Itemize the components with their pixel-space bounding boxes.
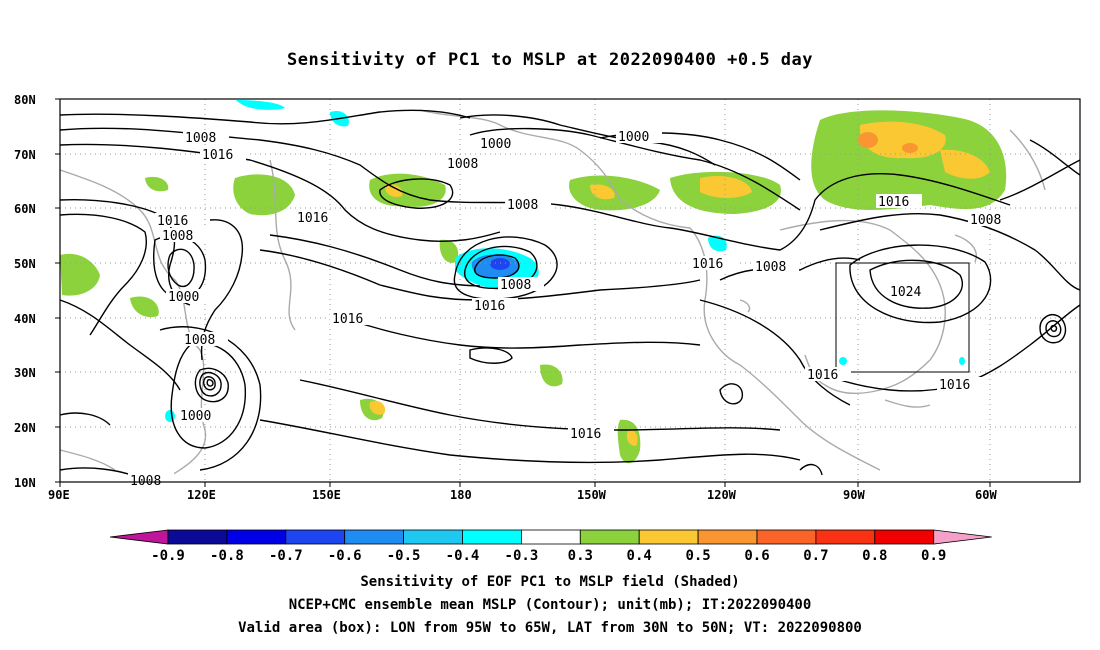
- contour-label: 1008: [185, 131, 216, 146]
- contour-labels: 1008 1016 1008 1000 1000 1008 1016 1016 …: [128, 129, 1014, 489]
- chart-title: Sensitivity of PC1 to MSLP at 2022090400…: [286, 50, 813, 70]
- shaded-darkblue: [490, 258, 510, 270]
- shaded-regions: [60, 100, 1007, 464]
- contour-label: 1016: [692, 257, 723, 272]
- contour-label: 1016: [202, 148, 233, 163]
- lon-label: 150E: [312, 488, 341, 502]
- lon-label: 120E: [187, 488, 216, 502]
- lat-label: 20N: [14, 421, 36, 435]
- contour-label: 1016: [297, 211, 328, 226]
- color-bar-segment: [933, 529, 992, 545]
- color-bar-labels: -0.9 -0.8 -0.7 -0.6 -0.5 -0.4 -0.3 0.3 0.4 0.5 0.6…: [151, 548, 946, 564]
- contour-label: 1008: [500, 278, 531, 293]
- mslp-contours: [59, 109, 1081, 479]
- color-bar-label: -0.6: [328, 548, 362, 564]
- contour-label: 1008: [755, 260, 786, 275]
- color-bar-label: 0.6: [744, 548, 769, 564]
- color-bar-segment: [697, 529, 758, 545]
- valid-area-box: [835, 262, 970, 373]
- color-bar-segment: [638, 529, 699, 545]
- color-bar-label: 0.3: [568, 548, 593, 564]
- lat-label: 80N: [14, 93, 36, 107]
- contour-label: 1008: [507, 198, 538, 213]
- color-bar-label: 0.5: [685, 548, 710, 564]
- color-bar-label: -0.8: [210, 548, 244, 564]
- color-bar-label: 0.7: [803, 548, 828, 564]
- contour-label: 1016: [570, 427, 601, 442]
- contour-label: 1016: [332, 312, 363, 327]
- axis-ticks: [55, 98, 991, 487]
- color-bar-label: -0.9: [151, 548, 185, 564]
- lat-label: 60N: [14, 202, 36, 216]
- color-bar-segment: [521, 529, 581, 545]
- contour-label: 1008: [970, 213, 1001, 228]
- color-bar-label: -0.3: [505, 548, 539, 564]
- contour-label: 1016: [878, 195, 909, 210]
- color-bar-label: 0.8: [862, 548, 887, 564]
- color-bar-segment: [344, 529, 405, 545]
- latitude-labels: 80N 70N 60N 50N 40N 30N 20N 10N: [14, 93, 36, 490]
- longitude-labels: 90E 120E 150E 180 150W 120W 90W 60W: [48, 488, 997, 502]
- contour-label: 1000: [180, 409, 211, 424]
- contour-label: 1016: [807, 368, 838, 383]
- lat-label: 70N: [14, 148, 36, 162]
- lat-label: 40N: [14, 312, 36, 326]
- color-bar-segment: [167, 529, 228, 545]
- color-bar-label: -0.7: [269, 548, 303, 564]
- color-bar-segment: [579, 529, 640, 545]
- contour-label: 1000: [168, 290, 199, 305]
- color-bar-label: 0.9: [921, 548, 946, 564]
- color-bar-segment: [109, 529, 169, 545]
- lon-label: 60W: [975, 488, 997, 502]
- lon-label: 150W: [577, 488, 607, 502]
- contour-label: 1016: [474, 299, 505, 314]
- lon-label: 180: [450, 488, 472, 502]
- shaded-yellow: [369, 121, 990, 446]
- color-bar: [109, 529, 992, 545]
- color-bar-label: -0.4: [446, 548, 480, 564]
- color-bar-label: 0.4: [627, 548, 652, 564]
- contour-label: 1016: [939, 378, 970, 393]
- lon-label: 120W: [707, 488, 737, 502]
- coastlines: [59, 109, 1046, 483]
- color-bar-segment: [226, 529, 287, 545]
- footer-line-3: Valid area (box): LON from 95W to 65W, L…: [238, 620, 862, 636]
- lon-label: 90W: [843, 488, 865, 502]
- footer-line-1: Sensitivity of EOF PC1 to MSLP field (Sh…: [360, 574, 740, 590]
- lat-label: 10N: [14, 476, 36, 490]
- color-bar-segment: [403, 529, 463, 545]
- lon-label: 90E: [48, 488, 70, 502]
- contour-label: 1008: [447, 157, 478, 172]
- contour-label: 1016: [157, 214, 188, 229]
- contour-label: 1008: [162, 229, 193, 244]
- color-bar-label: -0.5: [387, 548, 421, 564]
- plot-frame: [59, 98, 1081, 483]
- color-bar-segment: [874, 529, 935, 545]
- contour-label: 1024: [890, 285, 921, 300]
- color-bar-segment: [462, 529, 522, 545]
- color-bar-segment: [285, 529, 346, 545]
- contour-label: 1000: [618, 130, 649, 145]
- lat-label: 50N: [14, 257, 36, 271]
- shaded-orange: [858, 132, 918, 153]
- color-bar-segment: [756, 529, 817, 545]
- footer-line-2: NCEP+CMC ensemble mean MSLP (Contour); u…: [288, 597, 812, 613]
- contour-label: 1000: [480, 137, 511, 152]
- color-bar-segment: [815, 529, 876, 545]
- contour-label: 1008: [184, 333, 215, 348]
- lat-label: 30N: [14, 366, 36, 380]
